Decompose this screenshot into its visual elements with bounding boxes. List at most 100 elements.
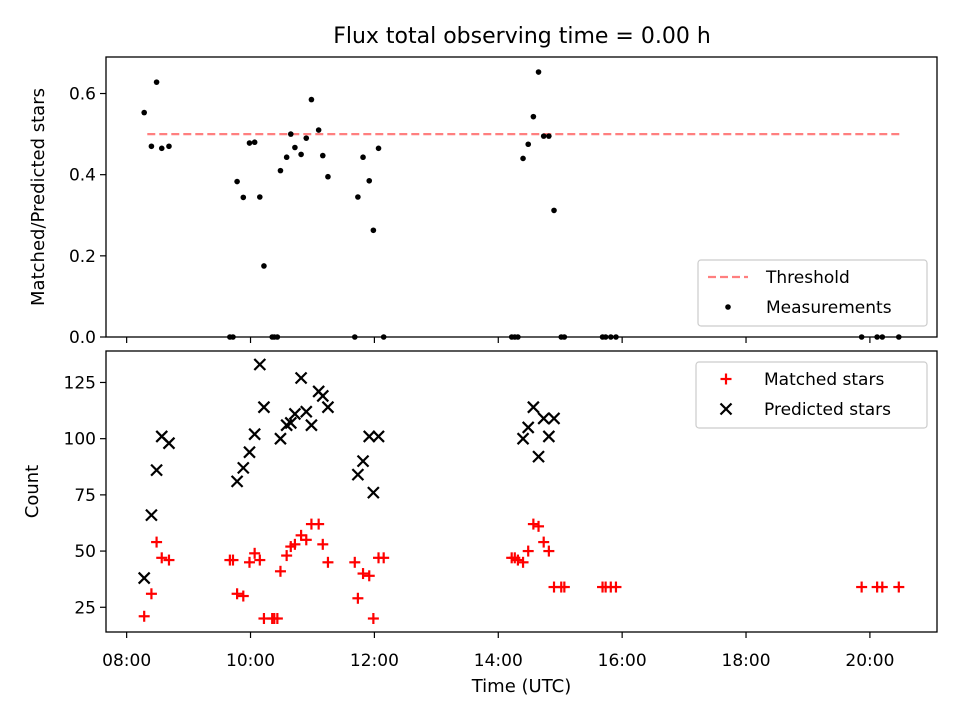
predicted-star-point [305, 418, 318, 432]
predicted-star-point [542, 430, 556, 443]
predicted-star-point [284, 416, 298, 430]
figure-title: Flux total observing time = 0.00 h [333, 24, 711, 49]
predicted-star-point [527, 400, 540, 414]
measurement-point [277, 167, 284, 174]
matched-star-point [363, 570, 375, 582]
matched-star-point [522, 545, 534, 557]
bottom-xtick-label: 14:00 [474, 651, 523, 671]
measurement-point [308, 96, 315, 103]
measurement-point [375, 145, 382, 152]
measurement-point [315, 127, 322, 133]
top-panel: 0.0 0.2 0.4 0.6 Matched/Predicted stars Thr… [28, 56, 938, 348]
legend-label: Matched stars [764, 370, 884, 390]
matched-star-point [856, 581, 868, 593]
matched-star-point [138, 610, 150, 622]
matched-star-point [367, 613, 379, 625]
matched-star-point [893, 581, 905, 593]
legend-box [697, 259, 928, 327]
legend-predicted-swatch [719, 402, 733, 416]
bottom-xtick-label: 20:00 [845, 651, 894, 671]
legend-matched-swatch [720, 373, 732, 385]
predicted-star-point [532, 450, 545, 463]
matched-star-point [145, 588, 157, 600]
measurement-point [261, 263, 267, 269]
predicted-star-point [145, 508, 158, 522]
top-panel-legend: Threshold Measurements [697, 259, 928, 327]
bottom-xtick-label: 12:00 [350, 651, 399, 671]
top-panel-axes: 0.0 0.2 0.4 0.6 [69, 85, 871, 348]
measurement-point [303, 135, 310, 141]
bottom-panel-legend: Matched stars Predicted stars [695, 361, 928, 429]
predicted-star-point [274, 432, 287, 445]
measurement-point [287, 131, 294, 137]
matched-star-point [249, 547, 261, 559]
matched-star-point [876, 581, 888, 593]
matched-star-point [274, 565, 286, 577]
predicted-star-point [367, 486, 380, 499]
measurement-point [366, 177, 373, 184]
measurement-point [257, 194, 263, 200]
measurement-point [540, 133, 547, 139]
predicted-star-point [248, 427, 261, 441]
matched-star-point [322, 556, 334, 568]
predicted-star-point [288, 407, 302, 421]
matched-star-point [151, 536, 163, 548]
matched-star-point [289, 538, 301, 550]
matched-star-point [281, 550, 293, 562]
predicted-star-point [150, 463, 163, 477]
measurement-point [325, 173, 331, 180]
predicted-star-point [253, 358, 267, 371]
matched-star-point [527, 518, 539, 530]
top-ytick-label: 0.6 [69, 85, 96, 105]
measurement-point [551, 207, 557, 214]
bottom-xtick-label: 18:00 [722, 651, 771, 671]
legend-box [695, 361, 928, 429]
measurement-point [520, 155, 526, 162]
measurement-point [234, 178, 240, 185]
matched-star-point [533, 520, 545, 532]
predicted-star-point [294, 371, 308, 385]
measurement-point [166, 143, 172, 150]
matched-star-point [243, 556, 255, 568]
bottom-xtick-label: 08:00 [102, 651, 151, 671]
measurement-point [319, 152, 326, 159]
top-ytick-label: 0.2 [69, 247, 96, 267]
predicted-star-point [316, 389, 330, 403]
matched-star-point [610, 581, 622, 593]
measurement-point [153, 79, 160, 85]
predicted-star-point [547, 412, 561, 425]
predicted-star-point [516, 432, 530, 445]
legend-measurement-swatch [725, 304, 731, 310]
measurement-point [535, 69, 542, 75]
matched-star-point [378, 552, 390, 564]
matched-star-point [254, 554, 266, 566]
predicted-star-point [162, 436, 176, 450]
bottom-ytick-label: 75 [74, 486, 96, 506]
measurement-point [158, 145, 165, 152]
top-panel-frame [105, 56, 938, 338]
legend-label: Predicted stars [764, 400, 891, 420]
predicted-star-point [372, 430, 385, 443]
bottom-panel-marks [137, 358, 905, 625]
matched-star-point [231, 588, 243, 600]
bottom-panel-xlabel: Time (UTC) [471, 676, 572, 697]
bottom-xtick-label: 10:00 [226, 651, 275, 671]
matched-star-point [227, 554, 239, 566]
matched-star-point [349, 556, 361, 568]
predicted-star-point [237, 461, 250, 475]
top-ytick-label: 0.0 [69, 328, 96, 348]
top-panel-ylabel: Matched/Predicted stars [28, 88, 49, 306]
matched-star-point [352, 592, 364, 604]
predicted-star-point [521, 421, 535, 434]
matched-star-point [317, 538, 329, 550]
matched-star-point [237, 590, 249, 602]
predicted-star-point [537, 412, 550, 425]
measurement-point [530, 113, 537, 120]
measurement-point [292, 144, 298, 151]
top-ytick-label: 0.4 [69, 166, 96, 186]
measurement-point [283, 154, 290, 161]
matched-star-point [538, 536, 550, 548]
measurement-point [355, 194, 361, 200]
measurement-point [298, 151, 304, 158]
